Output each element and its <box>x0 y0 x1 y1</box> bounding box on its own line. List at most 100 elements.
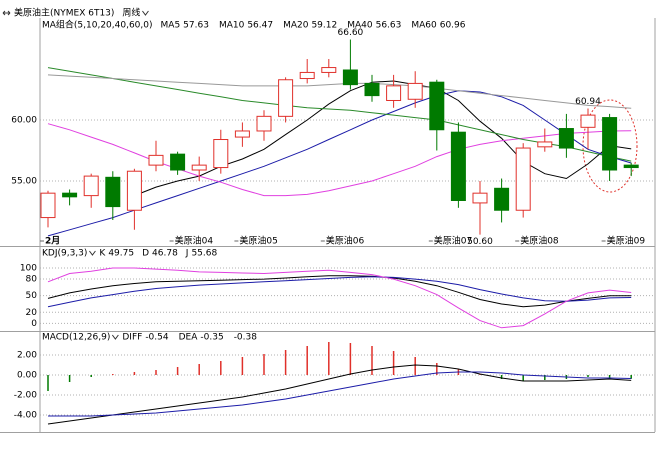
candle-body <box>407 82 423 100</box>
x-tick-label: 美原油05 <box>239 235 277 247</box>
macd-bar <box>500 375 503 379</box>
macd-bar <box>544 375 546 380</box>
macd-bar <box>90 375 92 377</box>
candle-body <box>342 69 358 86</box>
legend-text: 56.63 <box>376 21 402 31</box>
macd-bar <box>133 372 136 375</box>
legend-text: -0.38 <box>234 333 258 343</box>
candle-body <box>602 117 618 171</box>
legend-text: 周线 <box>122 7 140 19</box>
macd-bar <box>328 342 330 375</box>
legend-text: 59.12 <box>311 21 337 31</box>
x-tick-label: 美原油08 <box>520 235 559 247</box>
legend-text: MA5 <box>161 21 181 31</box>
price-annotation: 50.60 <box>467 237 493 247</box>
y-tick-label: 0 <box>31 319 37 329</box>
candle-body <box>472 192 488 204</box>
legend-text: MA40 <box>347 21 373 31</box>
legend-text: D <box>142 249 149 259</box>
candle-body <box>537 141 553 148</box>
candle-body <box>83 175 99 197</box>
legend-text: 56.47 <box>247 21 273 31</box>
legend-text: -0.35 <box>200 333 223 343</box>
legend-text: KDJ(9,3,3) <box>42 249 87 259</box>
dropdown-chevron[interactable] <box>89 250 96 256</box>
legend-text: J <box>185 249 189 259</box>
macd-bar <box>176 367 179 375</box>
macd-bar <box>263 354 265 375</box>
macd-bar <box>220 361 222 375</box>
candle-body <box>278 79 294 117</box>
legend-text: DIFF <box>122 333 142 343</box>
x-tick-label: 美原油09 <box>607 235 646 247</box>
x-tick-label: 美原油06 <box>326 235 365 247</box>
macd-bar <box>306 346 308 375</box>
macd-bar <box>241 357 244 375</box>
macd-bar <box>608 375 611 378</box>
candle-body <box>558 128 574 149</box>
kdj-line <box>47 267 632 329</box>
y-tick-label: 50 <box>26 291 38 301</box>
candle-body <box>126 170 142 211</box>
macd-bar <box>392 351 395 375</box>
dropdown-chevron[interactable] <box>111 334 119 340</box>
candle-body <box>62 192 78 198</box>
legend-text: 55.68 <box>191 249 217 259</box>
candle-body <box>40 192 56 219</box>
y-tick-label: 100 <box>20 263 37 273</box>
candle-body <box>256 115 272 132</box>
ma-line <box>47 123 632 197</box>
macd-bar <box>349 343 352 375</box>
candle-body <box>494 187 510 211</box>
candle-body <box>321 67 337 73</box>
macd-bar <box>371 346 373 375</box>
candle-body <box>191 164 207 171</box>
macd-bar <box>522 375 524 381</box>
legend-text: DEA <box>179 333 199 343</box>
candle-body <box>234 130 250 138</box>
macd-bar <box>414 357 416 375</box>
legend-text: MA10 <box>219 21 245 31</box>
price-annotation: 66.60 <box>338 28 364 38</box>
macd-bar <box>284 350 287 375</box>
macd-bar <box>47 375 49 391</box>
macd-line <box>48 371 632 417</box>
legend-text: MA20 <box>283 21 309 31</box>
macd-bar <box>68 375 71 382</box>
macd-line <box>47 364 632 425</box>
legend-text: 46.78 <box>152 249 178 259</box>
switch-icon[interactable] <box>2 10 11 16</box>
legend-text: 60.96 <box>440 21 466 31</box>
y-tick-label: 20 <box>26 308 38 318</box>
ma-line <box>47 67 632 162</box>
y-tick-label: 2.00 <box>17 351 37 361</box>
candle-body <box>364 82 380 97</box>
macd-bar <box>587 375 589 377</box>
candle-body <box>623 164 639 169</box>
y-tick-label: 55.00 <box>11 176 37 186</box>
macd-bar <box>630 375 632 379</box>
candle-body <box>450 131 466 201</box>
x-tick-label: 美原油04 <box>175 235 214 247</box>
y-tick-label: -4.00 <box>14 411 38 421</box>
y-tick-label: 60.00 <box>11 116 37 126</box>
legend-text: K <box>99 249 106 259</box>
legend-text: MA60 <box>411 21 437 31</box>
ma-line <box>47 90 632 237</box>
legend-text: MACD(12,26,9) <box>42 333 110 343</box>
price-annotation: 60.94 <box>575 97 601 107</box>
ma-line <box>47 74 632 109</box>
candle-body <box>299 71 315 80</box>
candle-body <box>580 114 596 128</box>
legend-text: -0.54 <box>145 333 169 343</box>
dropdown-chevron[interactable] <box>142 10 149 16</box>
y-tick-label: 80 <box>26 275 38 285</box>
legend-text: 49.75 <box>108 249 134 259</box>
candle-body <box>213 139 229 169</box>
legend-text: 57.63 <box>183 21 209 31</box>
candle-body <box>148 154 164 166</box>
x-tick-label: 2月 <box>45 236 60 247</box>
macd-bar <box>198 364 200 375</box>
y-tick-label: 0.00 <box>17 371 37 381</box>
